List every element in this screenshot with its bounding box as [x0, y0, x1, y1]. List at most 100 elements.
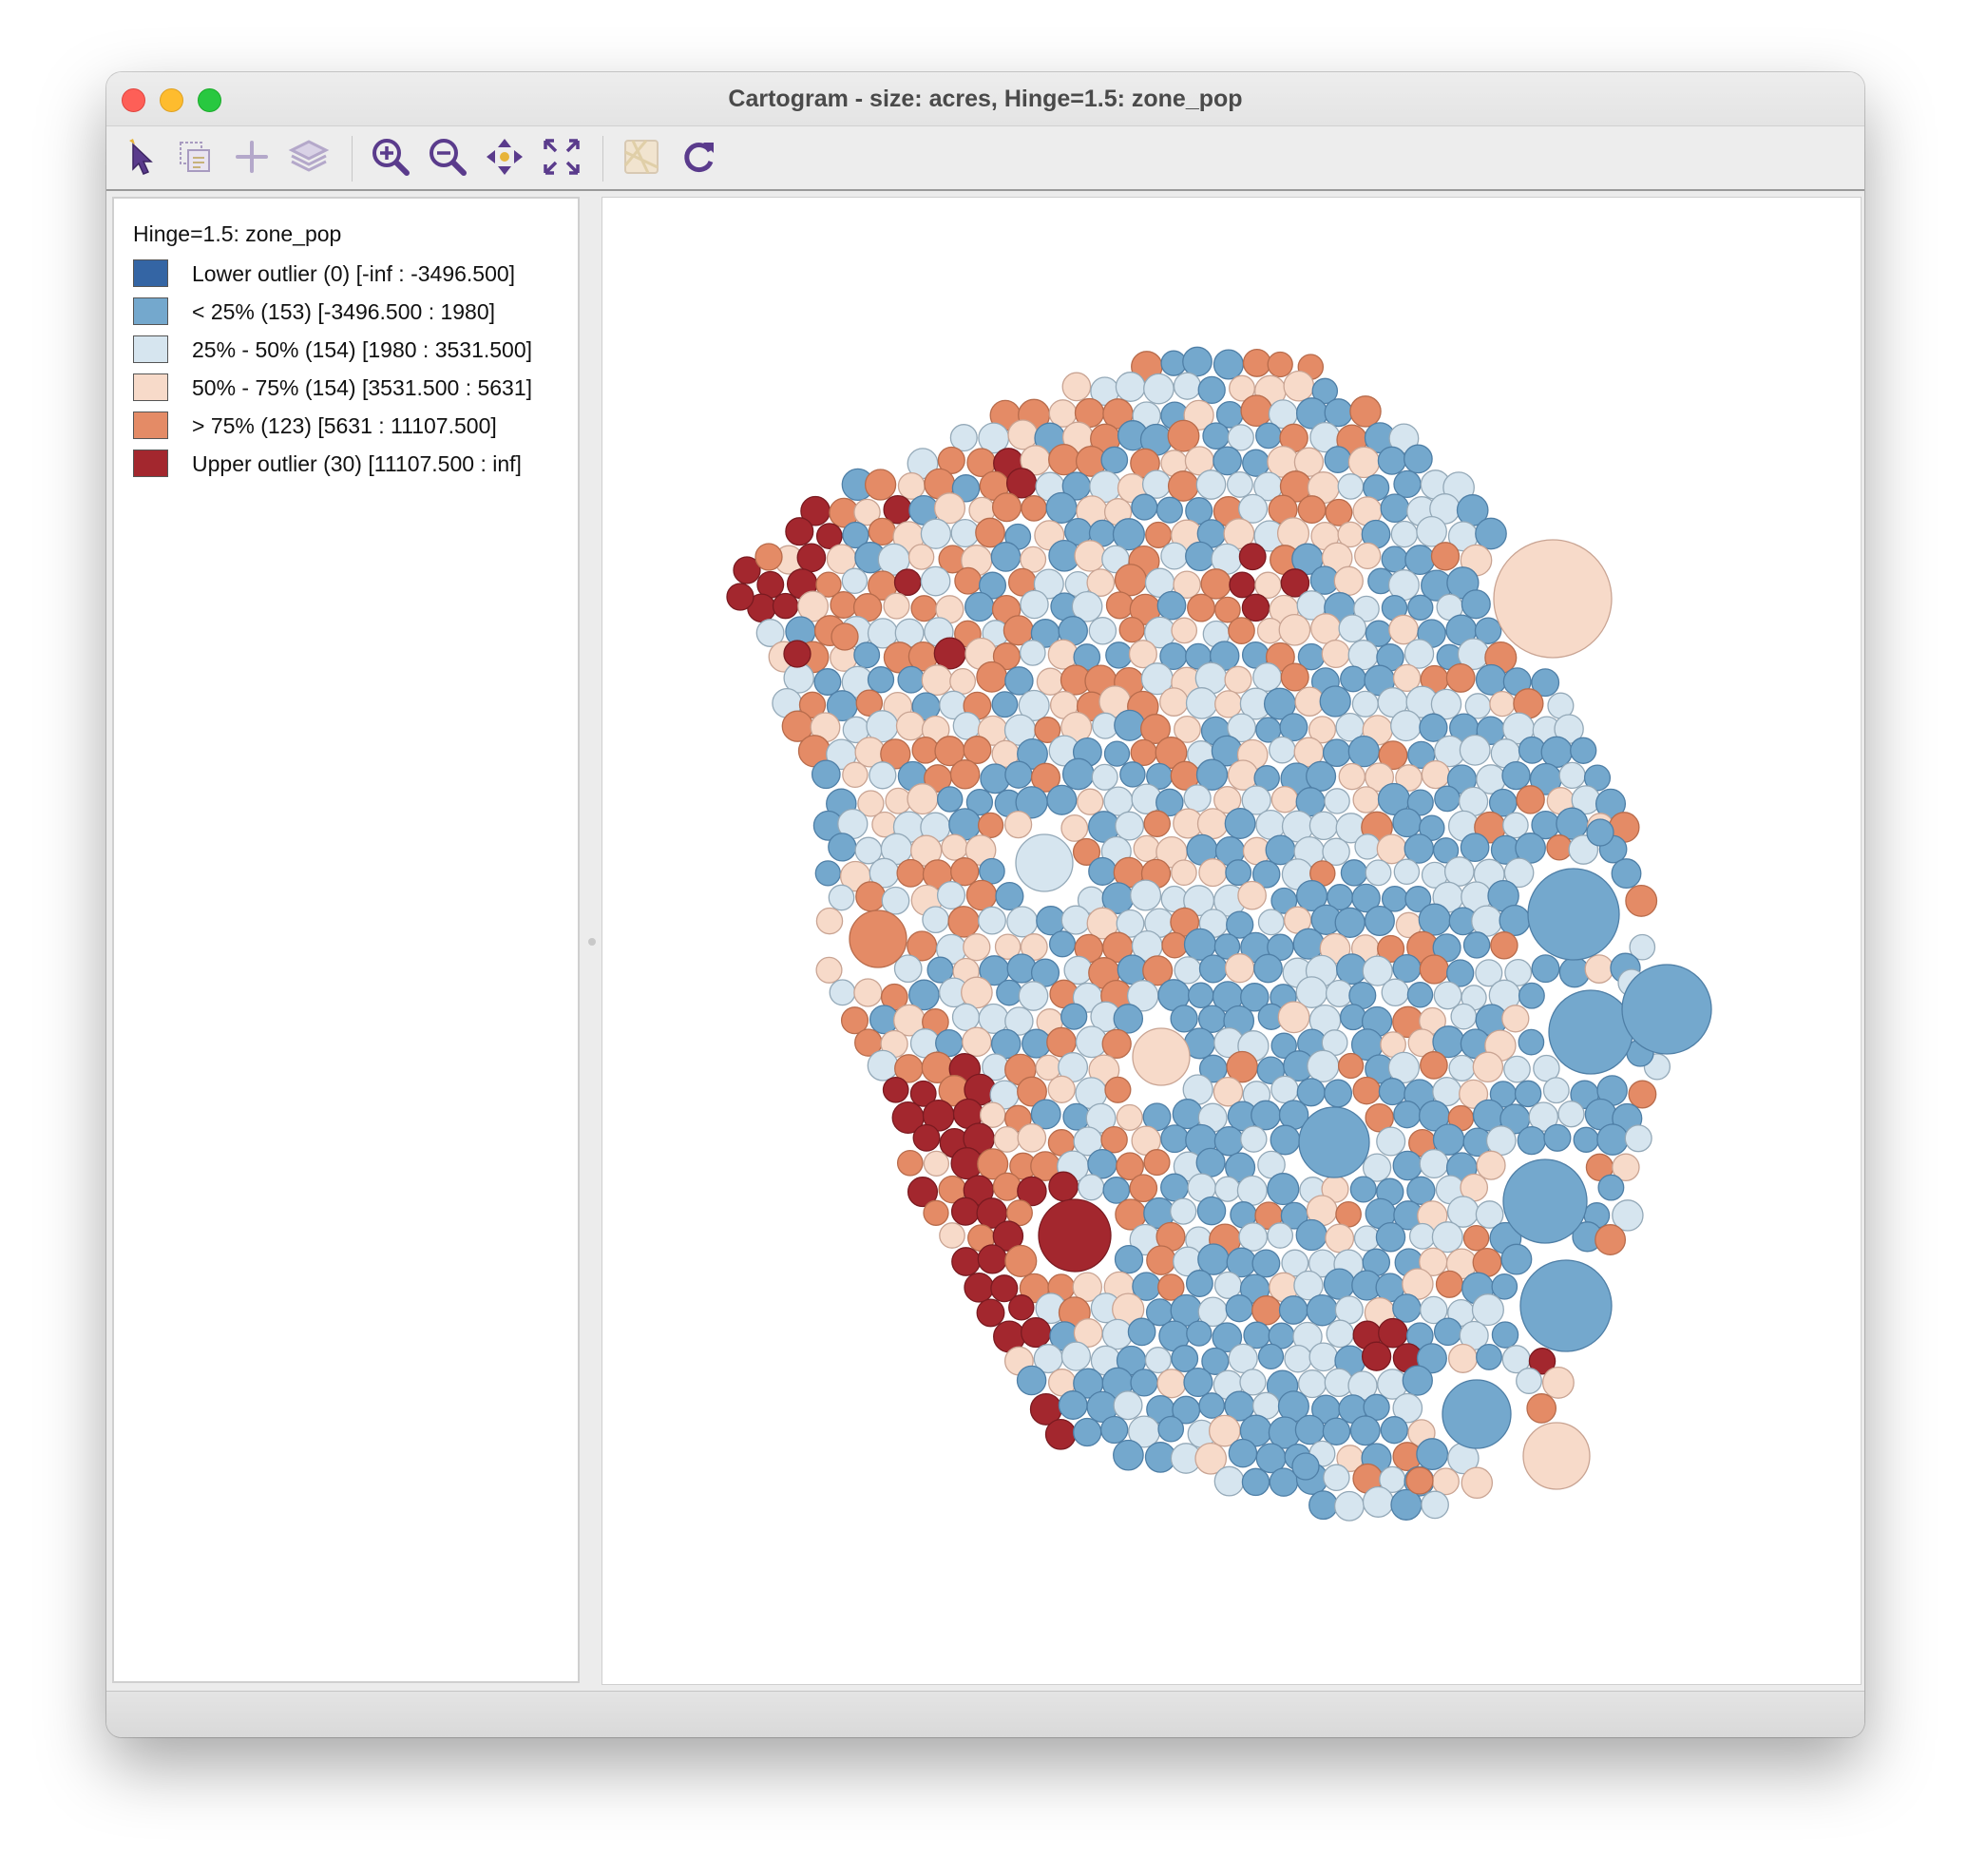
cartogram-region-circle-large[interactable]: [1527, 868, 1620, 961]
cartogram-region-circle[interactable]: [855, 881, 887, 912]
cartogram-region-circle[interactable]: [1022, 1028, 1052, 1059]
cartogram-region-circle[interactable]: [1238, 493, 1269, 524]
cartogram-region-circle[interactable]: [907, 1177, 939, 1208]
cartogram-region-circle[interactable]: [1033, 568, 1064, 600]
basemap-button[interactable]: [620, 135, 663, 179]
layers-button[interactable]: [287, 135, 331, 179]
cartogram-region-circle[interactable]: [965, 879, 998, 911]
cartogram-region-circle[interactable]: [1278, 1295, 1308, 1325]
cartogram-region-circle[interactable]: [1021, 1317, 1052, 1349]
cartogram-region-circle[interactable]: [1471, 1293, 1504, 1327]
cartogram-region-circle[interactable]: [1295, 1218, 1327, 1252]
cartogram-region-circle[interactable]: [842, 761, 869, 789]
cartogram-region-circle[interactable]: [1047, 1075, 1076, 1103]
cartogram-region-circle[interactable]: [1543, 1123, 1572, 1152]
cartogram-region-circle[interactable]: [1351, 883, 1381, 913]
cartogram-region-circle[interactable]: [1004, 1104, 1032, 1133]
cartogram-region-circle[interactable]: [1270, 1032, 1297, 1060]
cartogram-region-circle[interactable]: [1197, 375, 1226, 405]
cartogram-region-circle[interactable]: [1253, 953, 1283, 984]
cartogram-region-circle[interactable]: [831, 622, 859, 651]
cartogram-region-circle[interactable]: [868, 517, 897, 546]
cartogram-region-circle[interactable]: [1377, 446, 1406, 475]
cartogram-region-circle[interactable]: [1461, 1466, 1494, 1500]
cartogram-region-circle[interactable]: [1173, 570, 1201, 599]
cartogram-region-circle[interactable]: [1334, 1295, 1364, 1325]
cartogram-region-circle[interactable]: [1088, 617, 1117, 645]
cartogram-region-circle[interactable]: [950, 1196, 981, 1226]
cartogram-region-circle[interactable]: [1229, 374, 1255, 402]
cartogram-region-circle[interactable]: [1349, 395, 1382, 428]
cartogram-region-circle[interactable]: [1017, 1122, 1047, 1153]
cartogram-region-circle[interactable]: [1048, 443, 1080, 476]
cartogram-region-circle[interactable]: [1351, 690, 1379, 718]
maximize-window-button[interactable]: [198, 88, 221, 112]
cartogram-region-circle[interactable]: [1270, 887, 1298, 914]
cartogram-region-circle[interactable]: [1447, 1343, 1479, 1373]
cartogram-region-circle[interactable]: [1159, 687, 1189, 717]
cartogram-region-circle[interactable]: [1306, 760, 1337, 792]
cartogram-region-circle[interactable]: [1214, 596, 1241, 623]
cartogram-region-circle[interactable]: [964, 1272, 995, 1303]
cartogram-region-circle[interactable]: [813, 668, 842, 696]
cartogram-region-circle[interactable]: [1186, 1320, 1213, 1347]
cartogram-region-circle[interactable]: [796, 543, 827, 573]
cartogram-region-circle[interactable]: [1238, 1222, 1269, 1252]
cartogram-region-circle[interactable]: [1502, 812, 1529, 839]
splitter-handle[interactable]: [588, 938, 596, 946]
cartogram-region-circle[interactable]: [1491, 1273, 1518, 1300]
cartogram-region-circle[interactable]: [1311, 377, 1339, 405]
cartogram-region-circle[interactable]: [1347, 446, 1381, 479]
cartogram-region-circle[interactable]: [1416, 1438, 1449, 1471]
cartogram-region-circle[interactable]: [1019, 640, 1046, 666]
cartogram-region-circle[interactable]: [1018, 689, 1050, 721]
cartogram-region-circle[interactable]: [855, 689, 884, 717]
cartogram-region-circle[interactable]: [1280, 662, 1309, 692]
cartogram-region-circle[interactable]: [1612, 1153, 1640, 1182]
cartogram-region-circle[interactable]: [1583, 764, 1612, 792]
cartogram-region-circle[interactable]: [910, 595, 938, 622]
cartogram-region-circle[interactable]: [1255, 422, 1282, 450]
cartogram-region-circle[interactable]: [1432, 933, 1461, 963]
cartogram-region-circle[interactable]: [1419, 713, 1448, 742]
cartogram-region-circle[interactable]: [1171, 1345, 1199, 1372]
cartogram-region-circle[interactable]: [1475, 663, 1507, 696]
cartogram-region-circle[interactable]: [1462, 1224, 1490, 1252]
cartogram-region-circle[interactable]: [1103, 786, 1134, 816]
cartogram-region-circle[interactable]: [1243, 1321, 1271, 1350]
cartogram-region-circle[interactable]: [1213, 1465, 1245, 1497]
cartogram-region-circle[interactable]: [975, 517, 1005, 548]
cartogram-region-circle[interactable]: [1474, 617, 1502, 644]
cartogram-region-circle[interactable]: [991, 691, 1019, 718]
select-tool-button[interactable]: [120, 135, 163, 179]
cartogram-region-circle[interactable]: [853, 498, 881, 526]
cartogram-region-circle[interactable]: [1518, 982, 1545, 1009]
close-window-button[interactable]: [122, 88, 145, 112]
cartogram-region-circle[interactable]: [1323, 1268, 1356, 1300]
cartogram-region-circle[interactable]: [853, 641, 881, 669]
cartogram-region-circle[interactable]: [1459, 1079, 1489, 1109]
cartogram-region-circle[interactable]: [1353, 1225, 1381, 1252]
cartogram-region-circle[interactable]: [1333, 1490, 1365, 1522]
cartogram-region-circle[interactable]: [1322, 1417, 1351, 1445]
cartogram-region-circle[interactable]: [950, 518, 980, 548]
cartogram-region-circle[interactable]: [1514, 1080, 1542, 1108]
cartogram-region-circle[interactable]: [1362, 1485, 1394, 1518]
cartogram-region-circle[interactable]: [1445, 662, 1476, 693]
cartogram-region-circle[interactable]: [1161, 931, 1189, 959]
cartogram-region-circle[interactable]: [1241, 785, 1271, 815]
cartogram-region-circle[interactable]: [1115, 811, 1145, 841]
cartogram-region-circle[interactable]: [1251, 1100, 1281, 1131]
cartogram-region-circle[interactable]: [1133, 834, 1160, 863]
cartogram-region-circle[interactable]: [1100, 1125, 1128, 1154]
cartogram-region-circle[interactable]: [1393, 858, 1421, 886]
cartogram-region-circle[interactable]: [1526, 1393, 1557, 1424]
cartogram-region-circle[interactable]: [1404, 833, 1435, 864]
cartogram-region-circle[interactable]: [1091, 763, 1118, 791]
cartogram-region-circle[interactable]: [933, 637, 966, 670]
cartogram-region-circle[interactable]: [1297, 1369, 1327, 1399]
cartogram-region-circle[interactable]: [1352, 1076, 1381, 1105]
cartogram-region-circle[interactable]: [1416, 515, 1447, 547]
cartogram-region-circle[interactable]: [1174, 715, 1201, 743]
cartogram-region-circle[interactable]: [1321, 639, 1350, 669]
